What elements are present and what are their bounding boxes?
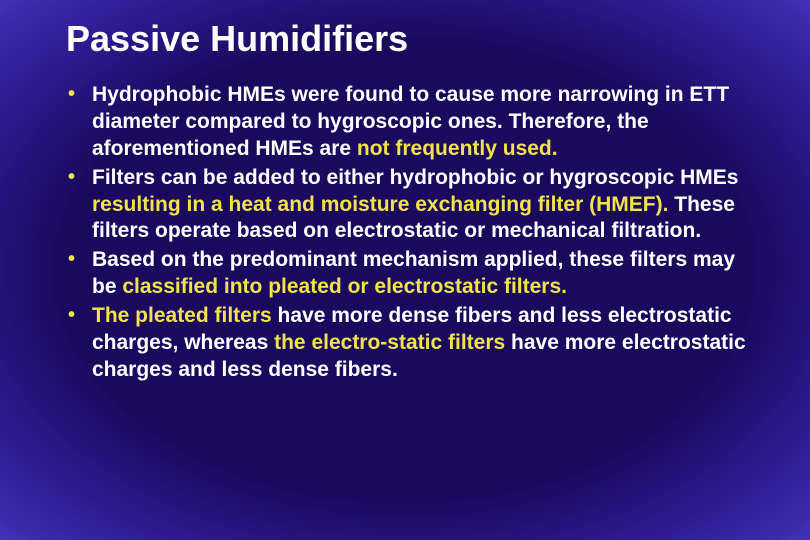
bullet-item: Based on the predominant mechanism appli… — [92, 247, 764, 301]
bullet-item: Filters can be added to either hydrophob… — [92, 165, 764, 246]
bullet-list: Hydrophobic HMEs were found to cause mor… — [62, 82, 764, 384]
highlight-text: the electro-static filters — [274, 331, 511, 354]
body-text: Filters can be added to either hydrophob… — [92, 166, 738, 189]
highlight-text: classified into pleated or electrostatic… — [122, 275, 567, 298]
slide-title: Passive Humidifiers — [66, 18, 764, 60]
highlight-text: resulting in a heat and moisture exchang… — [92, 193, 674, 216]
bullet-item: Hydrophobic HMEs were found to cause mor… — [92, 82, 764, 163]
bullet-item: The pleated filters have more dense fibe… — [92, 303, 764, 384]
highlight-text: The pleated filters — [92, 304, 278, 327]
slide: Passive Humidifiers Hydrophobic HMEs wer… — [0, 0, 810, 540]
highlight-text: not frequently used. — [357, 137, 558, 160]
